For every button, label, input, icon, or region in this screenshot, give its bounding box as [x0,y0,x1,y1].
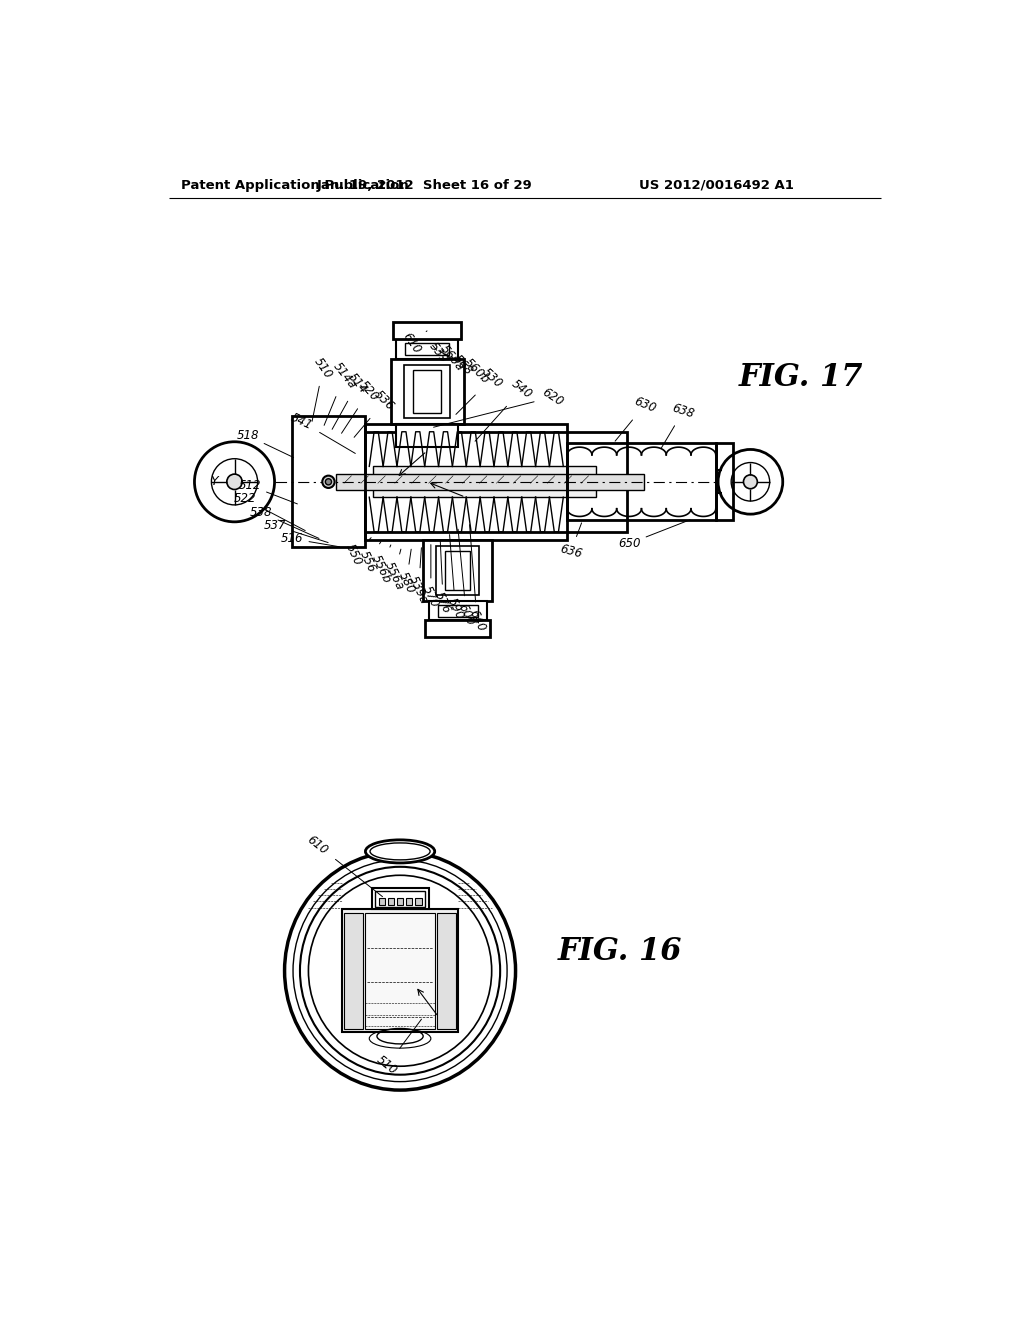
Circle shape [326,479,332,484]
Bar [403,364,451,418]
Text: 550: 550 [343,537,371,568]
Text: 530: 530 [456,366,505,414]
Bar [416,899,422,904]
Bar [391,359,464,424]
Text: 514a: 514a [325,360,358,425]
Bar [407,899,413,904]
Bar [372,887,429,909]
Text: FIG. 16: FIG. 16 [558,936,682,968]
Text: 540: 540 [475,378,535,441]
Bar [436,545,479,595]
Text: 556a: 556a [382,549,407,591]
Bar [423,540,493,601]
Text: 514: 514 [332,371,370,429]
Circle shape [195,442,274,521]
Text: 560b: 560b [451,355,493,387]
Ellipse shape [300,867,500,1074]
Text: Patent Application Publication: Patent Application Publication [180,178,409,191]
Bar [567,444,716,520]
Text: 638: 638 [660,401,696,449]
Text: 536: 536 [354,388,397,437]
Text: 539a: 539a [407,548,431,606]
Bar [437,913,457,1028]
Text: 590: 590 [444,535,466,622]
Bar [396,339,458,359]
Text: 522: 522 [233,492,305,531]
Text: FIG. 17: FIG. 17 [739,363,863,393]
Ellipse shape [366,840,435,863]
Bar [397,899,403,904]
Text: 560a: 560a [438,343,467,374]
Text: 630: 630 [615,395,657,441]
Bar [379,899,385,904]
Circle shape [718,450,782,515]
Text: 576: 576 [432,540,454,615]
Text: 570: 570 [420,545,441,610]
Bar [366,424,567,540]
Bar [292,416,366,548]
Bar [716,444,733,520]
Text: 539: 539 [427,339,451,366]
Bar [438,605,478,616]
Bar [406,343,449,355]
Text: 650: 650 [618,520,690,550]
Text: 610: 610 [305,833,383,896]
Bar [413,370,441,412]
Text: 556: 556 [357,543,381,574]
Text: Jan. 19, 2012  Sheet 16 of 29: Jan. 19, 2012 Sheet 16 of 29 [316,178,532,191]
Bar [429,601,487,620]
Text: Y: Y [210,475,217,488]
Bar [396,424,458,447]
Text: 541: 541 [289,411,355,454]
Bar [393,322,461,339]
Text: 538: 538 [250,506,319,539]
Ellipse shape [285,851,515,1090]
Text: 518: 518 [237,429,294,458]
Text: 516: 516 [281,532,340,546]
Bar [388,899,394,904]
Bar [366,432,628,532]
Circle shape [731,462,770,502]
Bar [342,909,458,1032]
Text: 537: 537 [264,519,328,543]
Text: 640: 640 [466,524,487,634]
Text: 600: 600 [456,529,477,627]
Bar [425,620,490,638]
Text: 610: 610 [399,330,427,356]
Bar [373,466,596,498]
Circle shape [226,474,243,490]
Text: 580: 580 [395,549,417,595]
Text: 620: 620 [433,385,565,428]
Bar [376,891,425,907]
Bar [445,552,470,590]
Text: 568: 568 [444,352,475,378]
Circle shape [743,475,758,488]
Text: 520: 520 [342,379,382,433]
Text: US 2012/0016492 A1: US 2012/0016492 A1 [639,178,794,191]
Circle shape [211,459,258,506]
Text: 512: 512 [239,479,297,504]
Circle shape [323,475,335,488]
Text: 510: 510 [374,1019,422,1077]
Text: 636: 636 [558,523,584,560]
Bar [365,913,435,1028]
Bar [336,474,644,490]
Text: 510: 510 [311,355,335,421]
Text: 556b: 556b [369,545,393,585]
Bar [344,913,364,1028]
